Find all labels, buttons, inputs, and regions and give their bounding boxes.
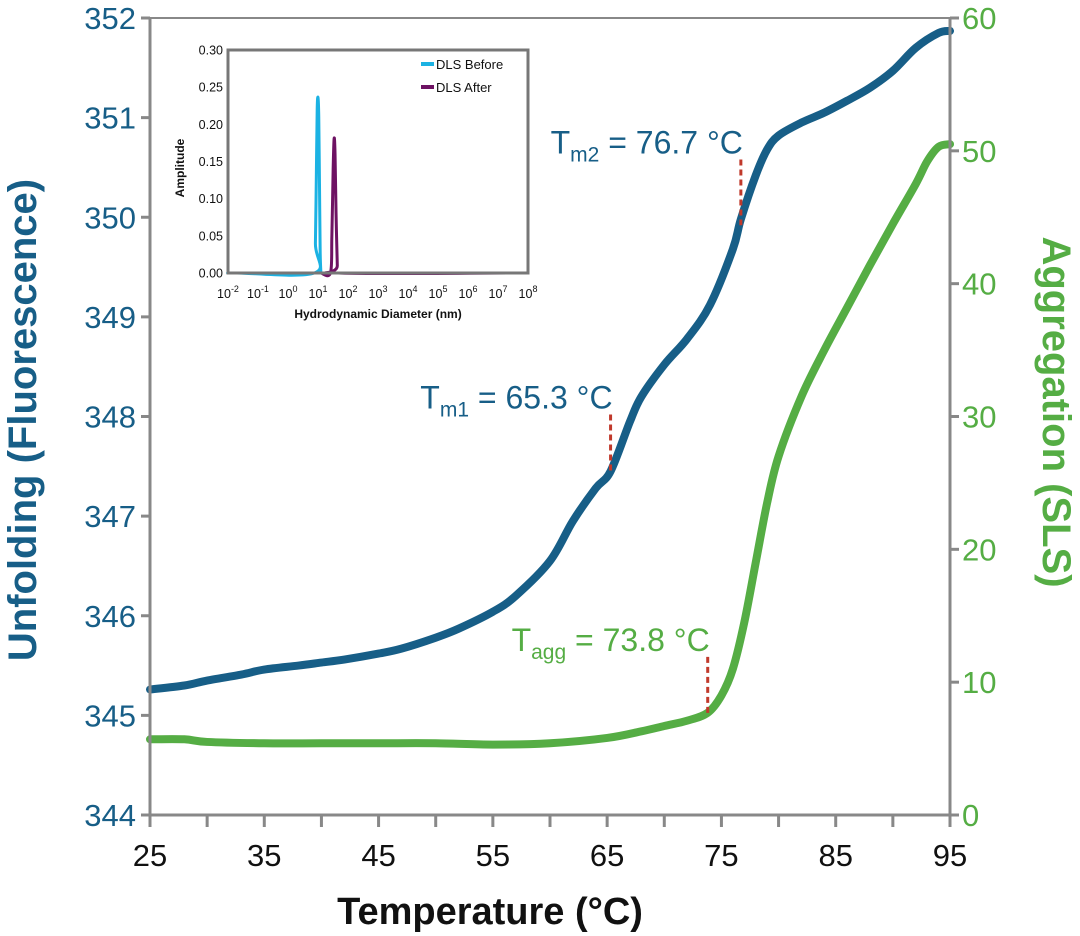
inset-frame (226, 48, 530, 275)
legend-label-dls-before: DLS Before (436, 57, 503, 72)
dls-before-line (226, 95, 323, 277)
main-series-lines (146, 26, 954, 749)
tm-label-m1: Tm1 = 65.3 °C (420, 380, 612, 422)
left-y-tick-label-351: 351 (84, 101, 136, 136)
inset-x-tick-label-1e4: 104 (399, 284, 418, 301)
x-tick-label-35: 35 (247, 838, 281, 873)
inset-y-axis-label: Amplitude (173, 138, 187, 197)
inset-y-tick-label-0.25: 0.25 (199, 81, 223, 95)
x-tick-label-25: 25 (133, 838, 167, 873)
tm-label-m2: Tm2 = 76.7 °C (551, 124, 743, 166)
left-y-tick-label-346: 346 (84, 599, 136, 634)
right-y-tick-label-20: 20 (962, 532, 996, 567)
inset-x-tick-label-1e6: 106 (459, 284, 478, 301)
left-y-tick-label-345: 345 (84, 698, 136, 733)
inset-x-tick-label-1e5: 105 (429, 284, 448, 301)
inset-y-tick-label-0.30: 0.30 (199, 44, 223, 58)
left-y-tick-label-349: 349 (84, 300, 136, 335)
right-y-axis-label: Aggregation (SLS) (1034, 236, 1078, 587)
inset-x-axis-label: Hydrodynamic Diameter (nm) (294, 307, 461, 321)
main-tick-labels: 25 35 45 55 65 75 85 95 344 345 346 347 348 349 350 351… (84, 1, 996, 873)
right-y-tick-label-0: 0 (962, 798, 979, 833)
left-y-tick-label-344: 344 (84, 798, 136, 833)
inset-x-tick-label-1e0: 100 (279, 284, 298, 301)
inset-legend: DLS Before DLS After (421, 57, 503, 95)
right-y-tick-label-30: 30 (962, 400, 996, 435)
left-y-tick-label-350: 350 (84, 200, 136, 235)
unfolding-fluorescence-line (146, 26, 954, 694)
x-axis-label: Temperature (°C) (337, 891, 643, 933)
inset-x-tick-label-1e8: 108 (519, 284, 538, 301)
inset-x-tick-label-1e7: 107 (489, 284, 508, 301)
inset-y-tick-label-0.20: 0.20 (199, 118, 223, 132)
left-y-tick-label-348: 348 (84, 400, 136, 435)
left-y-axis-label: Unfolding (Fluorescence) (1, 179, 45, 661)
inset-x-tick-label-1e1: 101 (309, 284, 328, 301)
inset-x-tick-label-1e-2: 10-2 (217, 284, 239, 301)
inset-y-tick-label-0.15: 0.15 (199, 155, 223, 169)
left-y-tick-label-352: 352 (84, 1, 136, 36)
main-axes (141, 16, 959, 827)
x-tick-label-75: 75 (704, 838, 738, 873)
inset-y-tick-label-0.05: 0.05 (199, 229, 223, 243)
aggregation-sls-line (146, 140, 954, 749)
legend-label-dls-after: DLS After (436, 80, 492, 95)
dls-inset-chart: 0.00 0.05 0.10 0.15 0.20 0.25 0.30 10-2 10-1 100 1… (173, 44, 537, 322)
melting-temperature-annotations: Tm1 = 65.3 °C Tm2 = 76.7 °C Tagg = 73.8 °C (420, 124, 743, 716)
inset-tick-labels: 0.00 0.05 0.10 0.15 0.20 0.25 0.30 10-2 10-1 100 1… (199, 44, 538, 302)
inset-x-tick-label-1e-1: 10-1 (247, 284, 269, 301)
inset-background (228, 50, 528, 273)
x-tick-label-55: 55 (476, 838, 510, 873)
x-tick-label-85: 85 (818, 838, 852, 873)
x-tick-label-45: 45 (361, 838, 395, 873)
right-y-tick-label-40: 40 (962, 267, 996, 302)
inset-x-tick-label-1e2: 102 (339, 284, 358, 301)
tm-label-agg: Tagg = 73.8 °C (512, 622, 710, 664)
inset-x-tick-label-1e3: 103 (369, 284, 388, 301)
x-tick-label-65: 65 (590, 838, 624, 873)
left-y-tick-label-347: 347 (84, 499, 136, 534)
x-tick-label-95: 95 (933, 838, 967, 873)
right-y-tick-label-10: 10 (962, 665, 996, 700)
inset-y-tick-label-0.10: 0.10 (199, 192, 223, 206)
right-y-tick-label-50: 50 (962, 134, 996, 169)
right-y-tick-label-60: 60 (962, 1, 996, 36)
inset-y-tick-label-0.00: 0.00 (199, 267, 223, 281)
